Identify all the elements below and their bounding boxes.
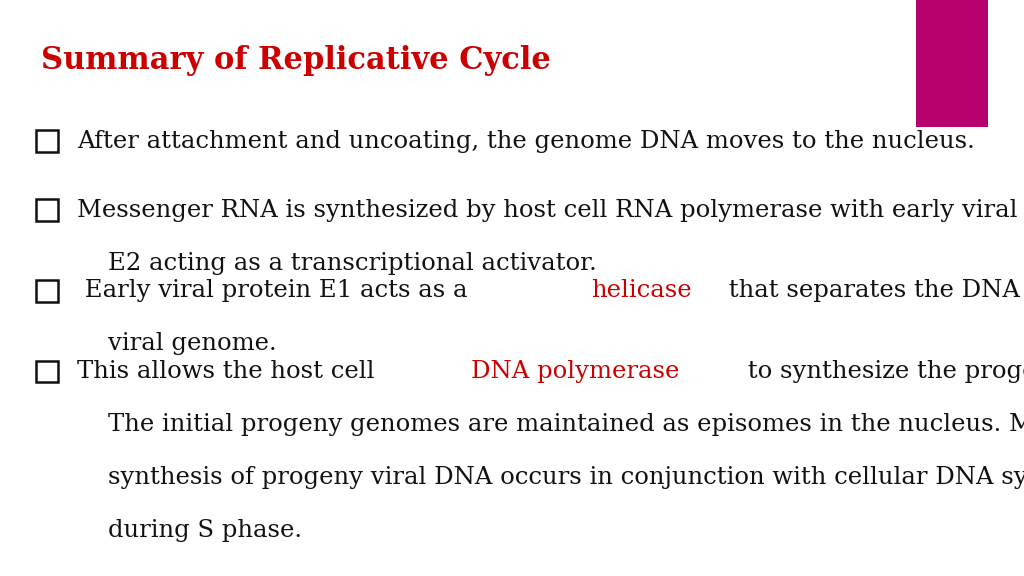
Bar <box>916 0 988 127</box>
Bar <box>36 280 58 302</box>
Text: This allows the host cell: This allows the host cell <box>77 360 382 383</box>
Bar <box>36 361 58 382</box>
Text: that separates the DNA strands of the incoming: that separates the DNA strands of the in… <box>721 279 1024 302</box>
Text: to synthesize the progeny DNA genomes.: to synthesize the progeny DNA genomes. <box>739 360 1024 383</box>
Text: Early viral protein E1 acts as a: Early viral protein E1 acts as a <box>77 279 475 302</box>
Text: Summary of Replicative Cycle: Summary of Replicative Cycle <box>41 45 551 76</box>
Text: E2 acting as a transcriptional activator.: E2 acting as a transcriptional activator… <box>108 252 596 275</box>
Bar <box>36 199 58 221</box>
Text: during S phase.: during S phase. <box>108 519 301 542</box>
Bar <box>36 130 58 152</box>
Text: DNA polymerase: DNA polymerase <box>471 360 679 383</box>
Text: After attachment and uncoating, the genome DNA moves to the nucleus.: After attachment and uncoating, the geno… <box>77 130 975 153</box>
Text: helicase: helicase <box>591 279 691 302</box>
Text: synthesis of progeny viral DNA occurs in conjunction with cellular DNA synthesis: synthesis of progeny viral DNA occurs in… <box>108 466 1024 489</box>
Text: Messenger RNA is synthesized by host cell RNA polymerase with early viral protei: Messenger RNA is synthesized by host cel… <box>77 199 1024 222</box>
Text: viral genome.: viral genome. <box>108 332 276 355</box>
Text: The initial progeny genomes are maintained as episomes in the nucleus. Most of t: The initial progeny genomes are maintain… <box>108 413 1024 436</box>
